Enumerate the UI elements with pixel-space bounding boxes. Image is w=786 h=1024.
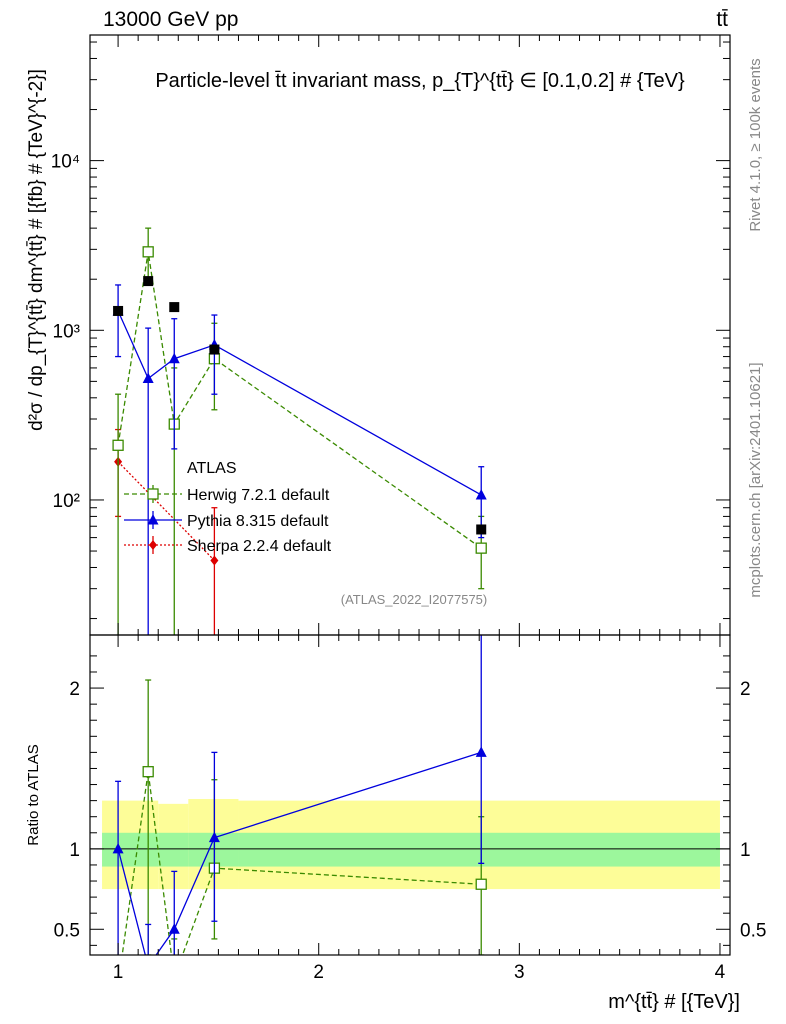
ratio-series-pythia: [112, 635, 487, 971]
legend-label: Pythia 8.315 default: [187, 513, 329, 530]
legend: ATLAS Herwig 7.2.1 default Pythia 8.315 de…: [124, 460, 332, 555]
main-point-sherpa: [210, 555, 219, 566]
y-tick-label: 10²: [53, 491, 80, 512]
main-line-sherpa: [117, 461, 215, 561]
ratio-y-tick-label: 2: [69, 679, 80, 700]
legend-label: Sherpa 2.2.4 default: [187, 538, 332, 555]
main-frame: [89, 34, 731, 636]
main-point-herwig: [142, 246, 154, 258]
header-right: tt̄: [716, 8, 728, 31]
x-tick-label: 2: [313, 962, 324, 983]
main-point-atlas: [113, 305, 124, 316]
main-point-herwig: [475, 542, 487, 554]
side-label-rivet: Rivet 4.1.0, ≥ 100k events: [747, 58, 764, 231]
header-left: 13000 GeV pp: [103, 8, 238, 31]
y-tick-label: 10³: [53, 321, 80, 342]
ratio-y-tick-label-right: 1: [740, 840, 751, 861]
legend-marker: [147, 514, 159, 525]
x-tick-label: 3: [514, 962, 525, 983]
ratio-point-herwig: [475, 878, 487, 890]
main-series-herwig: [112, 227, 487, 635]
x-tick-label: 1: [113, 962, 124, 983]
ratio-point-herwig: [142, 766, 154, 778]
ratio-frame: [89, 634, 731, 956]
main-line-pythia: [117, 310, 482, 496]
legend-item: ATLAS: [187, 460, 237, 477]
legend-label: ATLAS: [187, 460, 237, 477]
ratio-point-pythia: [475, 746, 487, 757]
watermark: (ATLAS_2022_I2077575): [341, 592, 487, 607]
legend-item: Herwig 7.2.1 default: [124, 485, 330, 504]
chart-title: Particle-level t̄t invariant mass, p_{T}…: [155, 70, 685, 92]
legend-item: Pythia 8.315 default: [124, 511, 329, 530]
y-tick-label: 10⁴: [51, 152, 80, 173]
band-inner-segment: [238, 832, 720, 867]
ratio-line-herwig: [121, 771, 482, 955]
legend-marker: [149, 540, 157, 550]
ratio-point-pythia: [168, 923, 180, 934]
ratio-y-tick-label-right: 0.5: [740, 920, 766, 941]
band-inner-segment: [158, 832, 189, 867]
main-series-atlas: [113, 276, 487, 535]
x-tick-label: 4: [715, 962, 726, 983]
y-axis-label: d²σ / dp_{T}^{tt̄} dm^{tt̄} # [{fb} # {T…: [26, 69, 47, 431]
ratio-y-axis-label: Ratio to ATLAS: [25, 744, 42, 845]
main-point-atlas: [143, 276, 154, 287]
legend-item: Sherpa 2.2.4 default: [124, 536, 332, 555]
ratio-point-herwig: [169, 973, 179, 983]
ratio-bands: [102, 799, 720, 890]
ratio-point-pythia: [143, 960, 154, 971]
ratio-y-tick-label: 0.5: [54, 920, 80, 941]
main-point-pythia: [168, 352, 180, 364]
main-point-herwig: [112, 439, 124, 451]
ratio-y-tick-label: 1: [69, 840, 80, 861]
ratio-point-pythia: [112, 842, 124, 854]
main-point-atlas: [209, 344, 220, 355]
main-point-pythia: [142, 372, 154, 383]
band-inner-segment: [102, 832, 159, 867]
ratio-y-tick-label-right: 2: [740, 679, 751, 700]
main-point-atlas: [169, 302, 180, 313]
legend-marker: [147, 488, 159, 500]
ratio-point-pythia: [208, 831, 220, 843]
main-point-pythia: [475, 488, 487, 500]
main-series-pythia: [112, 284, 487, 635]
main-point-atlas: [476, 524, 487, 535]
x-axis-label: m^{tt̄} # [{TeV}]: [608, 991, 740, 1013]
legend-label: Herwig 7.2.1 default: [187, 487, 330, 504]
side-label-mcplots: mcplots.cern.ch [arXiv:2401.10621]: [747, 362, 764, 597]
